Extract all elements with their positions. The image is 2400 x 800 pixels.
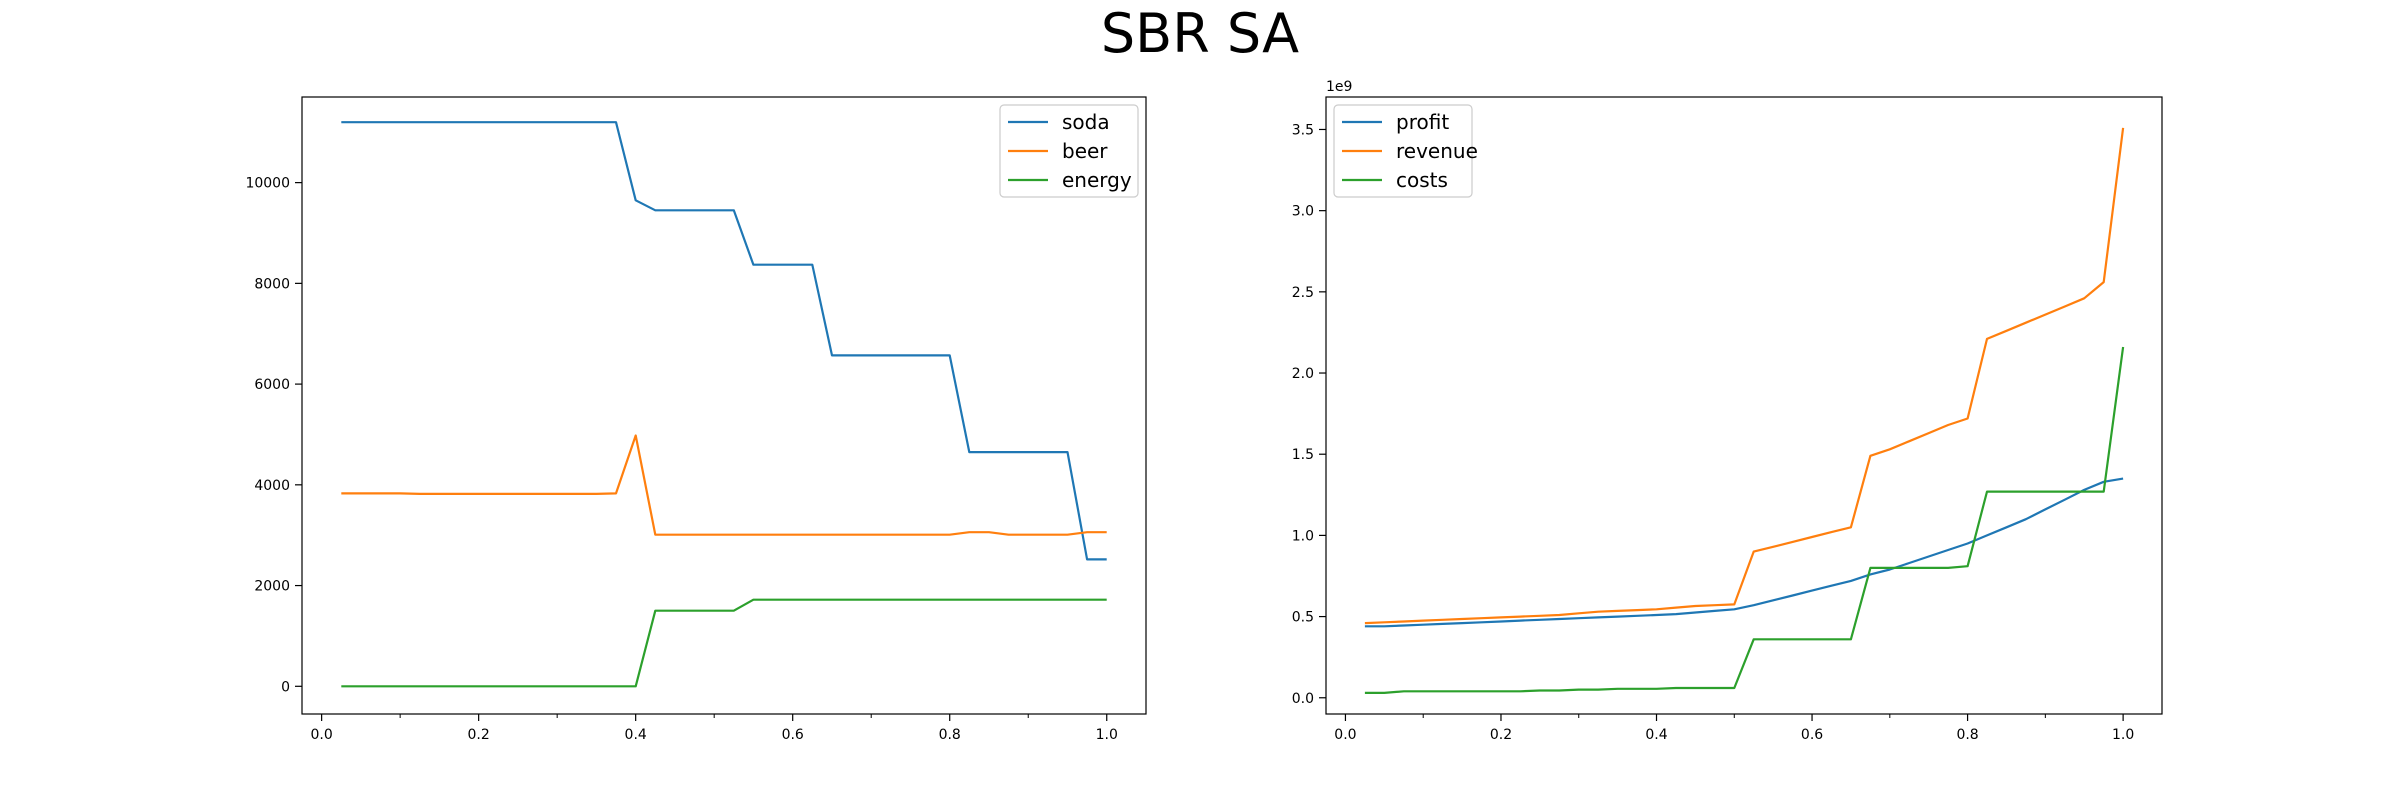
- series-line-energy: [341, 598, 1107, 688]
- legend-frame: [999, 104, 1139, 198]
- y-tick: 0.5: [1292, 610, 1326, 626]
- x-tick: 0.0: [1334, 714, 1357, 743]
- x-tick: 0.8: [939, 714, 961, 743]
- x-tick: 0.4: [625, 714, 647, 743]
- series-line-costs: [1364, 346, 2125, 695]
- y-tick-label: 2.5: [1292, 285, 1314, 301]
- legend-label-energy: energy: [1062, 168, 1132, 192]
- x-tick-label: 1.0: [1096, 727, 1118, 743]
- y-tick: 1.5: [1292, 447, 1326, 463]
- y-tick: 10000: [245, 176, 302, 192]
- x-tick-label: 0.4: [1645, 727, 1667, 743]
- x-tick: 0.2: [1490, 714, 1512, 743]
- y-tick: 2.0: [1292, 366, 1326, 382]
- y-tick: 0: [281, 679, 302, 695]
- x-tick-label: 0.2: [1490, 727, 1512, 743]
- y-tick-label: 2.0: [1292, 366, 1314, 382]
- y-tick-label: 10000: [245, 176, 290, 192]
- y-tick-label: 0.5: [1292, 610, 1314, 626]
- series-line-revenue: [1364, 127, 2125, 625]
- x-tick-label: 0.0: [1334, 727, 1356, 743]
- series-line-beer: [341, 434, 1107, 536]
- y-tick: 2000: [254, 579, 302, 595]
- y-tick: 6000: [254, 377, 302, 393]
- legend-label-revenue: revenue: [1396, 139, 1478, 163]
- x-tick-label: 0.4: [625, 727, 647, 743]
- y-tick-label: 0.0: [1292, 691, 1314, 707]
- x-tick: 0.6: [1801, 714, 1823, 743]
- y-tick-label: 1.5: [1292, 447, 1314, 463]
- legend-label-soda: soda: [1062, 110, 1110, 134]
- y-tick: 3.5: [1292, 122, 1326, 138]
- x-tick: 0.4: [1645, 714, 1668, 743]
- y-tick-label: 6000: [254, 377, 290, 393]
- y-tick: 8000: [254, 276, 302, 292]
- y-tick: 1.0: [1292, 528, 1326, 544]
- x-tick-label: 0.6: [1801, 727, 1823, 743]
- y-tick: 4000: [254, 478, 302, 494]
- x-tick: 0.6: [782, 714, 804, 743]
- y-tick-label: 1.0: [1292, 528, 1314, 544]
- y-tick: 2.5: [1292, 285, 1326, 301]
- series-line-soda: [341, 121, 1107, 561]
- series-line-profit: [1364, 477, 2124, 628]
- y-tick-label: 3.0: [1292, 204, 1314, 220]
- y-tick-label: 4000: [254, 478, 290, 494]
- x-tick-label: 0.6: [782, 727, 804, 743]
- legend-frame: [1333, 104, 1473, 198]
- figure-title: SBR SA: [1100, 2, 1300, 65]
- y-tick-label: 8000: [254, 276, 290, 292]
- legend: profit revenue costs: [1333, 104, 1478, 198]
- y-tick-label: 3.5: [1292, 122, 1314, 138]
- x-tick: 1.0: [2112, 714, 2134, 743]
- x-tick: 0.2: [468, 714, 490, 743]
- x-tick-label: 0.8: [939, 727, 961, 743]
- y-tick-label: 2000: [254, 579, 290, 595]
- x-tick-label: 1.0: [2112, 727, 2134, 743]
- y-tick: 0.0: [1292, 691, 1326, 707]
- x-tick: 0.8: [1956, 714, 1979, 743]
- x-tick-label: 0.2: [468, 727, 490, 743]
- y-tick: 3.0: [1292, 204, 1326, 220]
- legend-label-profit: profit: [1396, 110, 1449, 134]
- x-tick: 0.0: [310, 714, 333, 743]
- legend-label-costs: costs: [1396, 168, 1448, 192]
- x-tick-label: 0.0: [310, 727, 332, 743]
- y-multiplier: 1e9: [1326, 79, 1352, 95]
- x-tick-label: 0.8: [1956, 727, 1978, 743]
- x-tick: 1.0: [1096, 714, 1118, 743]
- legend-label-beer: beer: [1062, 139, 1108, 163]
- legend: soda beer energy: [999, 104, 1139, 198]
- y-tick-label: 0: [281, 679, 290, 695]
- plot-frame: [301, 96, 1147, 715]
- plot-frame: [1325, 96, 2163, 715]
